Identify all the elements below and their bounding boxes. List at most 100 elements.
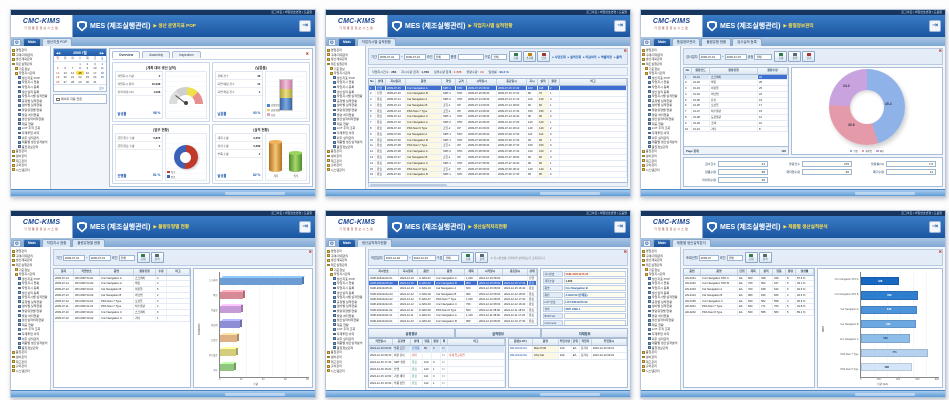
column-header[interactable]: 품번 [684,269,701,275]
table-row[interactable]: 7 01-07 치수불량 15 [684,109,788,116]
table-row[interactable]: 2009-07-13 WO-090713-01 Car Navigation B 이물… [54,287,190,293]
calendar-day[interactable]: 15 [76,70,84,76]
tree-item[interactable]: 제조실행관리 [12,62,49,67]
tree-item[interactable]: 제조실행관리 [327,263,364,268]
tree-item[interactable]: 외주 실적관리 [327,135,364,140]
tree-item[interactable]: 제품별 생산실적분석 [327,341,364,346]
table-row[interactable]: 2009-07-14 WO-090714-02 Cnc Navigation A 찍힘… [54,281,190,288]
tree-item[interactable]: 품질관리 [12,149,49,154]
tree-item[interactable]: 재공 현황 [642,122,679,127]
table-row[interactable]: 2009-07-11 WO-090711-01 PDA Navi 7 Type 치수불… [54,304,190,311]
tree-item[interactable]: 재공 현황 [12,323,49,328]
table-row[interactable]: HN-0104 Car Navigation B EA 680 630 626 4 92.6 … [684,292,814,299]
exit-button[interactable]: ⇥ [929,20,941,32]
view-tab[interactable]: Inspection [172,51,201,58]
tree-item[interactable]: 설비별 실적현황 [642,103,679,108]
table-row[interactable]: HN-0105 Cnc Navigation C EA 620 562 558 4 90.6 … [684,298,814,305]
calendar-day[interactable]: 14 [71,70,75,75]
form-value[interactable] [563,319,626,325]
column-header[interactable]: 지시번호 [369,269,399,275]
tree-item[interactable]: 작업지시별 실적현황 [327,295,364,300]
form-input[interactable]: 45 [718,177,768,183]
calendar-day[interactable]: 23 [85,75,89,80]
tree-item[interactable]: 불량 처리현황 [12,112,49,117]
table-row[interactable]: OHB-20241212-01 2024-12-12 A-NAV-03 Cnc Nav… [369,302,537,308]
toolbar-button[interactable]: 조회 [136,252,150,263]
tree-item[interactable]: LOT 추적 조회 [12,126,49,131]
column-header[interactable]: 품명 [406,79,442,85]
tree-item[interactable]: 생산지표 POP [642,76,679,81]
tree-item[interactable]: 생산계획관리 [12,57,49,62]
column-header[interactable]: 단위 [572,339,580,345]
table-row[interactable]: 8 01-08 도장불량 12 [684,115,788,121]
tree-item[interactable]: 생산실적 등록 [642,290,679,295]
tree-item[interactable]: 재공 현황 [327,323,364,328]
session-links[interactable]: 로그아웃 | 비밀번호변경 | 도움말 [901,211,942,215]
tree-item[interactable]: 불량유형별 현황 [642,108,679,113]
toolbar-button[interactable]: 출력 [758,252,772,263]
tree-item[interactable]: 생산실적처리현황 [12,318,49,323]
table-row[interactable]: HN-0101 Cnc Navigation STD A EA 500 438 430 8 8… [684,275,814,282]
tree-item[interactable]: 재고관리 [12,158,49,163]
toolbar-button[interactable]: 초기화 [523,51,537,62]
table-row[interactable]: HD-0202 PDA Navi 9 Type EA 660 588 583 5 89.1 % [684,310,814,317]
tree-item[interactable]: 품질정보관리 [12,144,49,149]
tree-item[interactable]: 구매/자재관리 [642,254,679,259]
toolbar-button[interactable]: 출력 [475,252,489,263]
tree-item[interactable]: 작업지시별 실적현황 [642,94,679,99]
filter-input[interactable]: 전체 [726,254,743,261]
tree-item[interactable]: 출하관리 [327,364,364,369]
calendar-day[interactable]: 1 [79,61,81,66]
table-row[interactable]: 4 01-04 미납땜 22 [684,91,788,98]
column-header[interactable]: 작업번호 [74,269,100,275]
table-row[interactable]: HN-0103 Car Navigation A EA 700 648 642 6 92.6 … [684,287,814,293]
tree-item[interactable]: 작업지시 현황 [327,80,364,85]
table-row[interactable]: OHB-20241215-02 2024-12-15 A-NAV-02 Cnc Nav… [369,280,537,287]
column-header[interactable]: 품명 [701,269,738,275]
tree-item[interactable]: 작업지시관리 [327,71,364,76]
table-row[interactable]: OHB-20241216-01 2024-12-16 A-NAV-01 Cnc Nav… [369,275,537,281]
tab[interactable]: 불량유형 현황 [701,38,732,46]
table-row[interactable]: 3 01-03 이물질 25 [684,86,788,92]
tree-item[interactable]: 생산지표 POP [327,277,364,282]
tree-item[interactable]: 기준정보 [12,267,49,272]
tree-item[interactable]: 구매/자재관리 [12,254,49,259]
tree-item[interactable]: 품질정보관리 [12,345,49,350]
tree-item[interactable]: 작업지시별 실적현황 [327,94,364,99]
column-header[interactable]: 단위 [738,269,747,275]
tree-item[interactable]: 품질관리 [642,350,679,355]
session-links[interactable]: 로그아웃 | 비밀번호변경 | 도움말 [901,10,942,14]
close-icon[interactable]: ✖ [938,249,942,254]
tree-item[interactable]: 품질정보관리 [642,144,679,149]
table-row[interactable]: HN-0102 Cnc Navigation STD B EA 700 652 647 5 9… [684,281,814,288]
cell-checkbox[interactable]: ☐ [441,366,448,373]
table-row[interactable]: 9 01-09 크랙 10 [684,120,788,127]
calendar-day[interactable]: 29 [78,79,82,84]
tree-item[interactable]: 시스템관리 [12,368,49,373]
tree-item[interactable]: 구매/자재관리 [12,53,49,58]
section-tab[interactable]: 공정정보 [368,328,455,338]
filter-input[interactable]: 2009-07-01 [62,254,85,261]
tree-item[interactable]: 작업지시 등록 [12,286,49,291]
tree-item[interactable]: 출하관리 [12,364,49,369]
tree-item[interactable]: 설비관리 [642,355,679,360]
tree-item[interactable]: 생산실적처리현황 [642,318,679,323]
tree-item[interactable]: 품질관리 [327,149,364,154]
tree-item[interactable]: 구매/자재관리 [327,254,364,259]
tree-item[interactable]: 설비관리 [12,154,49,159]
tree-item[interactable]: 생산실적 등록 [327,290,364,295]
column-header[interactable]: 라인 [442,79,456,85]
tree-item[interactable]: 품질정보관리 [327,345,364,350]
tree-item[interactable]: 불량유형별 현황 [12,309,49,314]
tree-item[interactable]: 품질정보관리 [642,345,679,350]
close-icon[interactable]: ✖ [938,48,942,53]
toolbar-button[interactable]: 조회 [774,51,788,62]
tree-item[interactable]: 불량유형별 현황 [12,108,49,113]
form-value[interactable]: SMT LINE-1 [563,305,626,312]
exit-button[interactable]: ⇥ [299,221,311,233]
action-link[interactable]: ▸ 엑셀저장 [598,54,612,59]
column-header[interactable]: 수량 [156,269,167,275]
tree-item[interactable]: 외주 실적관리 [12,135,49,140]
tree-item[interactable]: 시스템관리 [642,167,679,172]
column-header[interactable]: 불량 [432,339,441,345]
